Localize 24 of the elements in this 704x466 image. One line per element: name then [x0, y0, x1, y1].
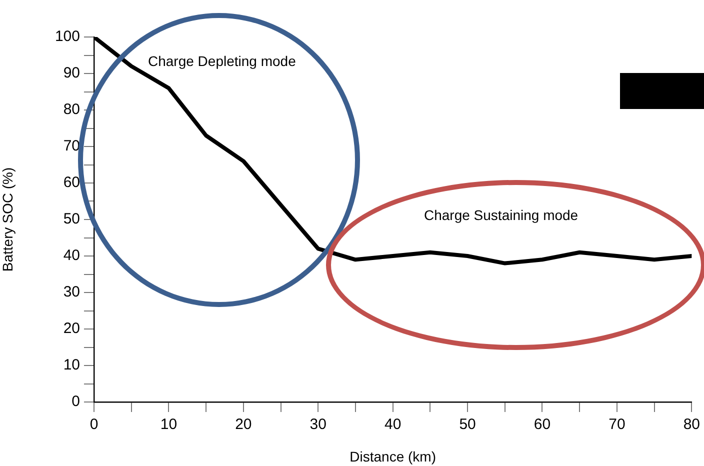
y-tick-label: 30	[63, 284, 80, 301]
x-tick-label: 60	[534, 416, 551, 434]
y-axis-title: Battery SOC (%)	[0, 167, 16, 272]
y-tick-label: 80	[63, 101, 80, 118]
x-tick-label: 70	[608, 416, 626, 434]
y-tick-label: 90	[63, 64, 80, 82]
x-axis-title: Distance (km)	[350, 448, 436, 464]
x-tick-label: 10	[160, 416, 178, 434]
x-tick-label: 50	[459, 416, 476, 434]
annotation: Charge Sustaining mode	[424, 207, 578, 223]
y-tick-label: 20	[63, 320, 80, 338]
x-tick-label: 0	[90, 416, 98, 434]
y-tick-label: 70	[63, 138, 80, 155]
y-tick-label: 50	[63, 210, 80, 228]
x-tick-label: 80	[683, 416, 700, 434]
y-tick-label: 40	[63, 247, 80, 264]
y-tick-label: 10	[63, 356, 80, 374]
x-tick-label: 40	[384, 416, 402, 434]
y-tick-label: 60	[63, 174, 80, 192]
y-tick-label: 100	[54, 28, 80, 46]
y-tick-label: 0	[72, 393, 80, 410]
annotation: Charge Depleting mode	[148, 53, 296, 69]
x-tick-label: 20	[235, 416, 252, 434]
x-tick-label: 30	[310, 416, 326, 434]
